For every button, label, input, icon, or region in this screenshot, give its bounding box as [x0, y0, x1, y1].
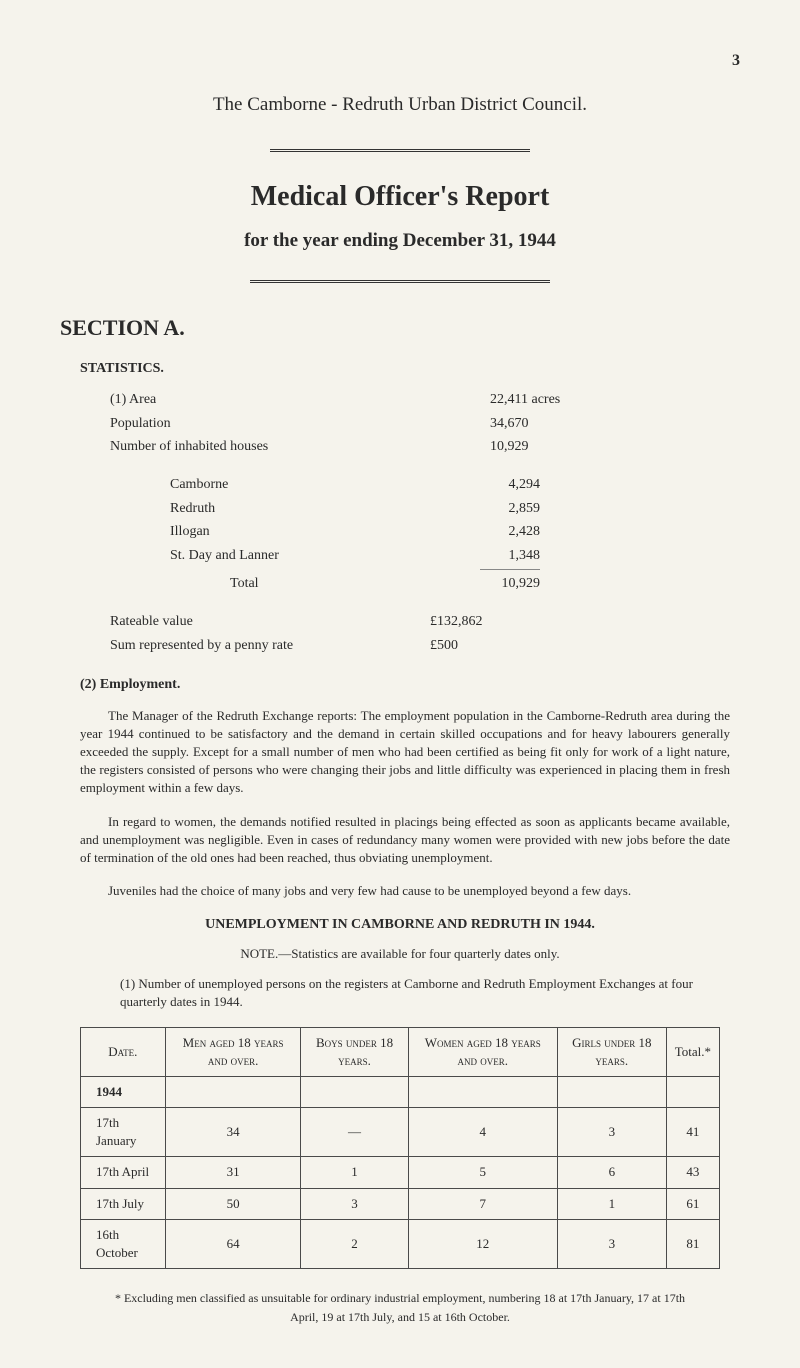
cell-girls: 3	[557, 1219, 666, 1268]
th-total: Total.*	[666, 1027, 719, 1076]
illogan-label: Illogan	[170, 522, 370, 542]
cell-men: 64	[165, 1219, 301, 1268]
cell-date: 17th January	[81, 1108, 166, 1157]
cell-women: 7	[408, 1188, 557, 1219]
th-women: Women aged 18 years and over.	[408, 1027, 557, 1076]
cell-date: 17th April	[81, 1157, 166, 1188]
report-title: Medical Officer's Report	[60, 177, 740, 216]
cell-women: 12	[408, 1219, 557, 1268]
table-row: 17th April3115643	[81, 1157, 720, 1188]
cell-total: 61	[666, 1188, 719, 1219]
cell-men: 31	[165, 1157, 301, 1188]
rateable-value: £132,862	[430, 612, 740, 632]
unemployment-table: Date. Men aged 18 years and over. Boys u…	[80, 1027, 720, 1270]
divider-top	[270, 149, 530, 152]
houses-label: Number of inhabited houses	[110, 437, 390, 457]
cell-total: 43	[666, 1157, 719, 1188]
cell-girls: 3	[557, 1108, 666, 1157]
cell-boys: 3	[301, 1188, 408, 1219]
stats-block: (1) Area 22,411 acres Population 34,670 …	[110, 390, 740, 457]
paragraph-2: In regard to women, the demands notified…	[80, 813, 730, 868]
cell-women: 5	[408, 1157, 557, 1188]
page-number: 3	[60, 50, 740, 72]
table-row: 17th January34—4341	[81, 1108, 720, 1157]
th-date: Date.	[81, 1027, 166, 1076]
penny-label: Sum represented by a penny rate	[110, 636, 430, 656]
stday-label: St. Day and Lanner	[170, 546, 370, 566]
cell-boys: 2	[301, 1219, 408, 1268]
stday-value: 1,348	[370, 546, 740, 566]
paragraph-3: Juveniles had the choice of many jobs an…	[80, 882, 730, 900]
year-line: for the year ending December 31, 1944	[60, 228, 740, 255]
cell-boys: 1	[301, 1157, 408, 1188]
cell-boys: —	[301, 1108, 408, 1157]
redruth-value: 2,859	[370, 499, 740, 519]
table-year: 1944	[81, 1076, 166, 1107]
cell-date: 16th October	[81, 1219, 166, 1268]
th-men: Men aged 18 years and over.	[165, 1027, 301, 1076]
cell-date: 17th July	[81, 1188, 166, 1219]
total-value: 10,929	[370, 574, 740, 594]
table-row: 17th July5037161	[81, 1188, 720, 1219]
statistics-header: STATISTICS.	[80, 359, 740, 379]
pop-label: Population	[110, 414, 390, 434]
employment-header: (2) Employment.	[80, 675, 740, 695]
illogan-value: 2,428	[370, 522, 740, 542]
rateable-block: Rateable value £132,862 Sum represented …	[110, 612, 740, 655]
cell-men: 34	[165, 1108, 301, 1157]
camborne-value: 4,294	[370, 475, 740, 495]
total-label: Total	[170, 574, 370, 594]
list-item-1: (1) Number of unemployed persons on the …	[120, 975, 710, 1011]
cell-total: 81	[666, 1219, 719, 1268]
houses-value: 10,929	[490, 437, 740, 457]
cell-men: 50	[165, 1188, 301, 1219]
divider-title	[250, 280, 550, 283]
pop-value: 34,670	[490, 414, 740, 434]
area-label: (1) Area	[110, 390, 390, 410]
section-header: SECTION A.	[60, 313, 740, 344]
cell-girls: 1	[557, 1188, 666, 1219]
th-girls: Girls under 18 years.	[557, 1027, 666, 1076]
unemployment-title: UNEMPLOYMENT IN CAMBORNE AND REDRUTH IN …	[60, 915, 740, 935]
subdivisions: Camborne 4,294 Redruth 2,859 Illogan 2,4…	[170, 475, 740, 594]
cell-girls: 6	[557, 1157, 666, 1188]
cell-women: 4	[408, 1108, 557, 1157]
footnote: * Excluding men classified as unsuitable…	[100, 1289, 700, 1327]
camborne-label: Camborne	[170, 475, 370, 495]
council-title: The Camborne - Redruth Urban District Co…	[60, 92, 740, 119]
th-boys: Boys under 18 years.	[301, 1027, 408, 1076]
cell-total: 41	[666, 1108, 719, 1157]
area-value: 22,411 acres	[490, 390, 740, 410]
note-line: NOTE.—Statistics are available for four …	[60, 945, 740, 963]
paragraph-1: The Manager of the Redruth Exchange repo…	[80, 707, 730, 798]
rateable-label: Rateable value	[110, 612, 430, 632]
redruth-label: Redruth	[170, 499, 370, 519]
penny-value: £500	[430, 636, 740, 656]
table-row: 16th October64212381	[81, 1219, 720, 1268]
